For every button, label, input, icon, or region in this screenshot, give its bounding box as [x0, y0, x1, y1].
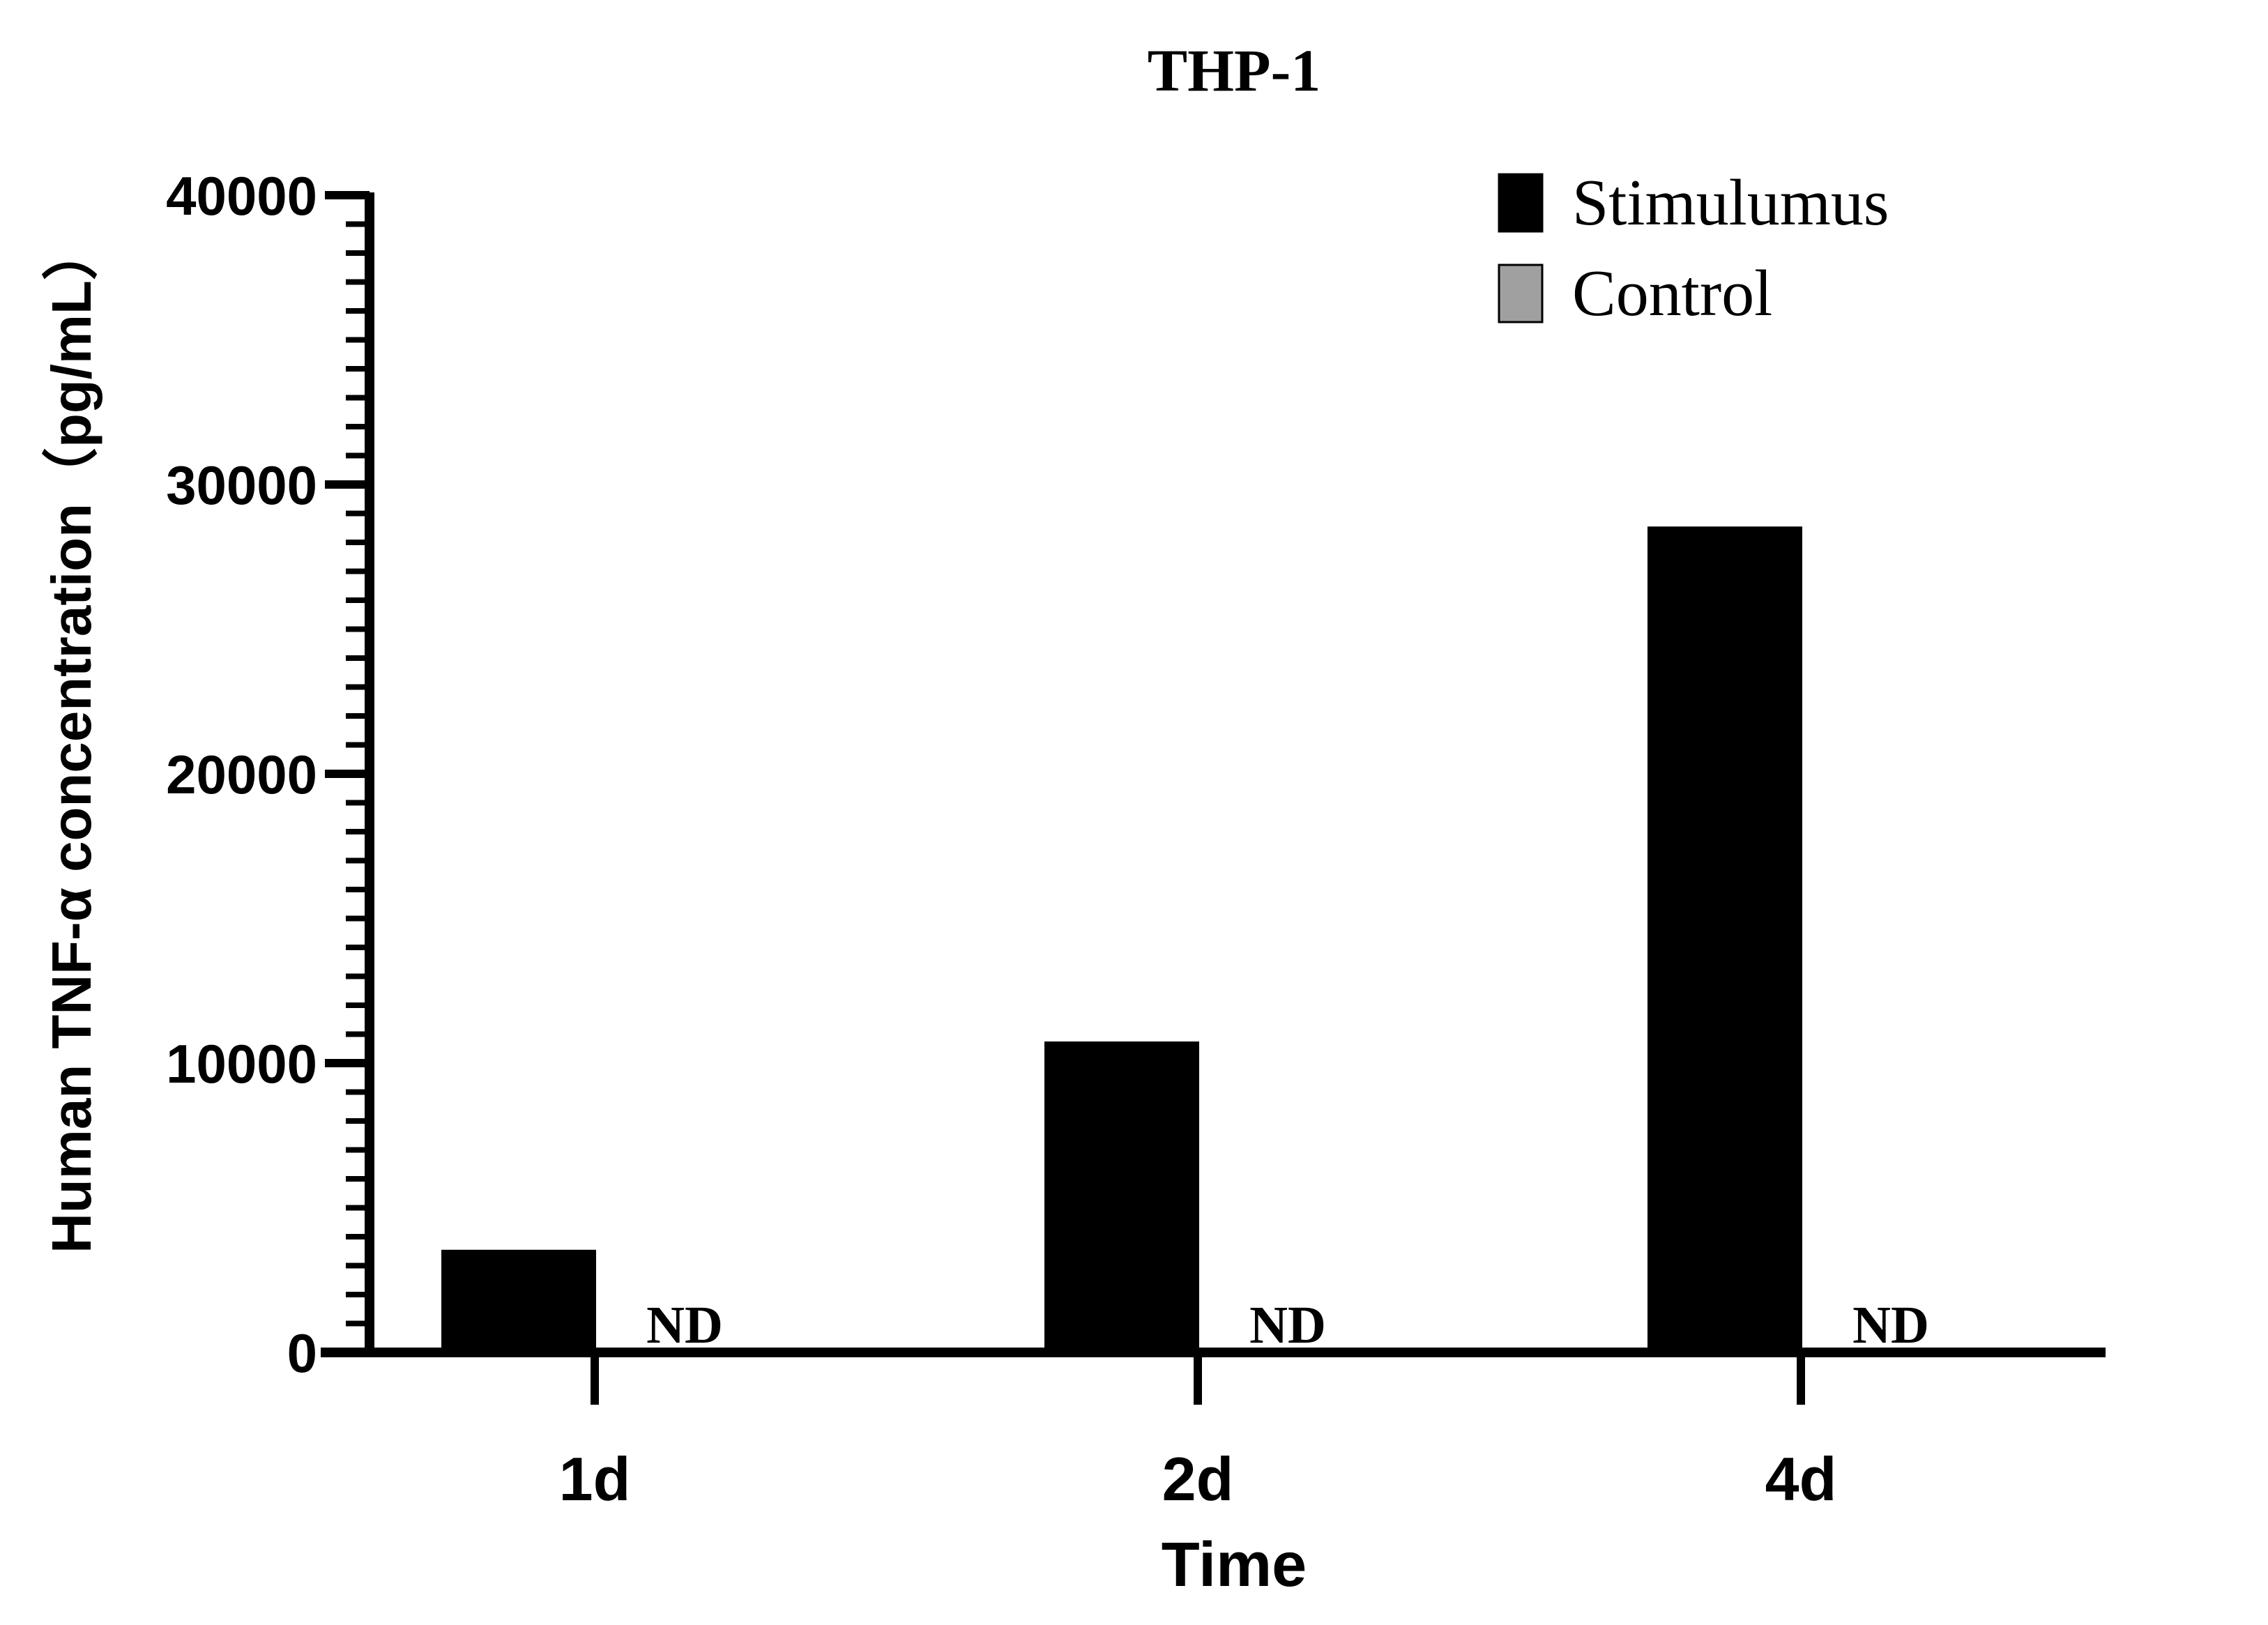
x-tick-label: 2d — [1162, 1444, 1234, 1513]
annotation-nd: ND — [646, 1296, 723, 1355]
bar-stimulumus-1d — [441, 1249, 596, 1354]
annotation-nd: ND — [1249, 1296, 1326, 1355]
y-tick-label: 10000 — [166, 1033, 317, 1094]
chart-title: THP-1 — [1148, 37, 1321, 104]
bar-stimulumus-4d — [1647, 526, 1802, 1354]
legend: Stimulumus Control — [1498, 167, 1889, 330]
annotations: ND ND ND — [646, 1296, 1929, 1355]
legend-label-control: Control — [1572, 257, 1772, 330]
x-axis-label: Time — [1162, 1530, 1307, 1600]
y-tick-label: 30000 — [166, 455, 317, 516]
legend-label-stimulumus: Stimulumus — [1572, 167, 1889, 239]
x-tick-label: 1d — [559, 1444, 631, 1513]
y-tick-label: 20000 — [166, 744, 317, 805]
bar-stimulumus-2d — [1044, 1041, 1199, 1354]
annotation-nd: ND — [1852, 1296, 1929, 1355]
axes: 0 10000 20000 30000 40000 1d 2d 4d — [166, 165, 2106, 1513]
legend-swatch-control — [1498, 264, 1544, 323]
y-axis-label-group: Human TNF-α concentration（pg/mL） — [40, 224, 102, 1253]
x-tick-label: 4d — [1765, 1444, 1837, 1513]
y-axis-label: Human TNF-α concentration（pg/mL） — [40, 224, 102, 1253]
bars — [441, 526, 1802, 1354]
y-tick-label: 40000 — [166, 165, 317, 227]
legend-swatch-stimulumus — [1498, 173, 1544, 233]
y-tick-label: 0 — [287, 1322, 317, 1384]
